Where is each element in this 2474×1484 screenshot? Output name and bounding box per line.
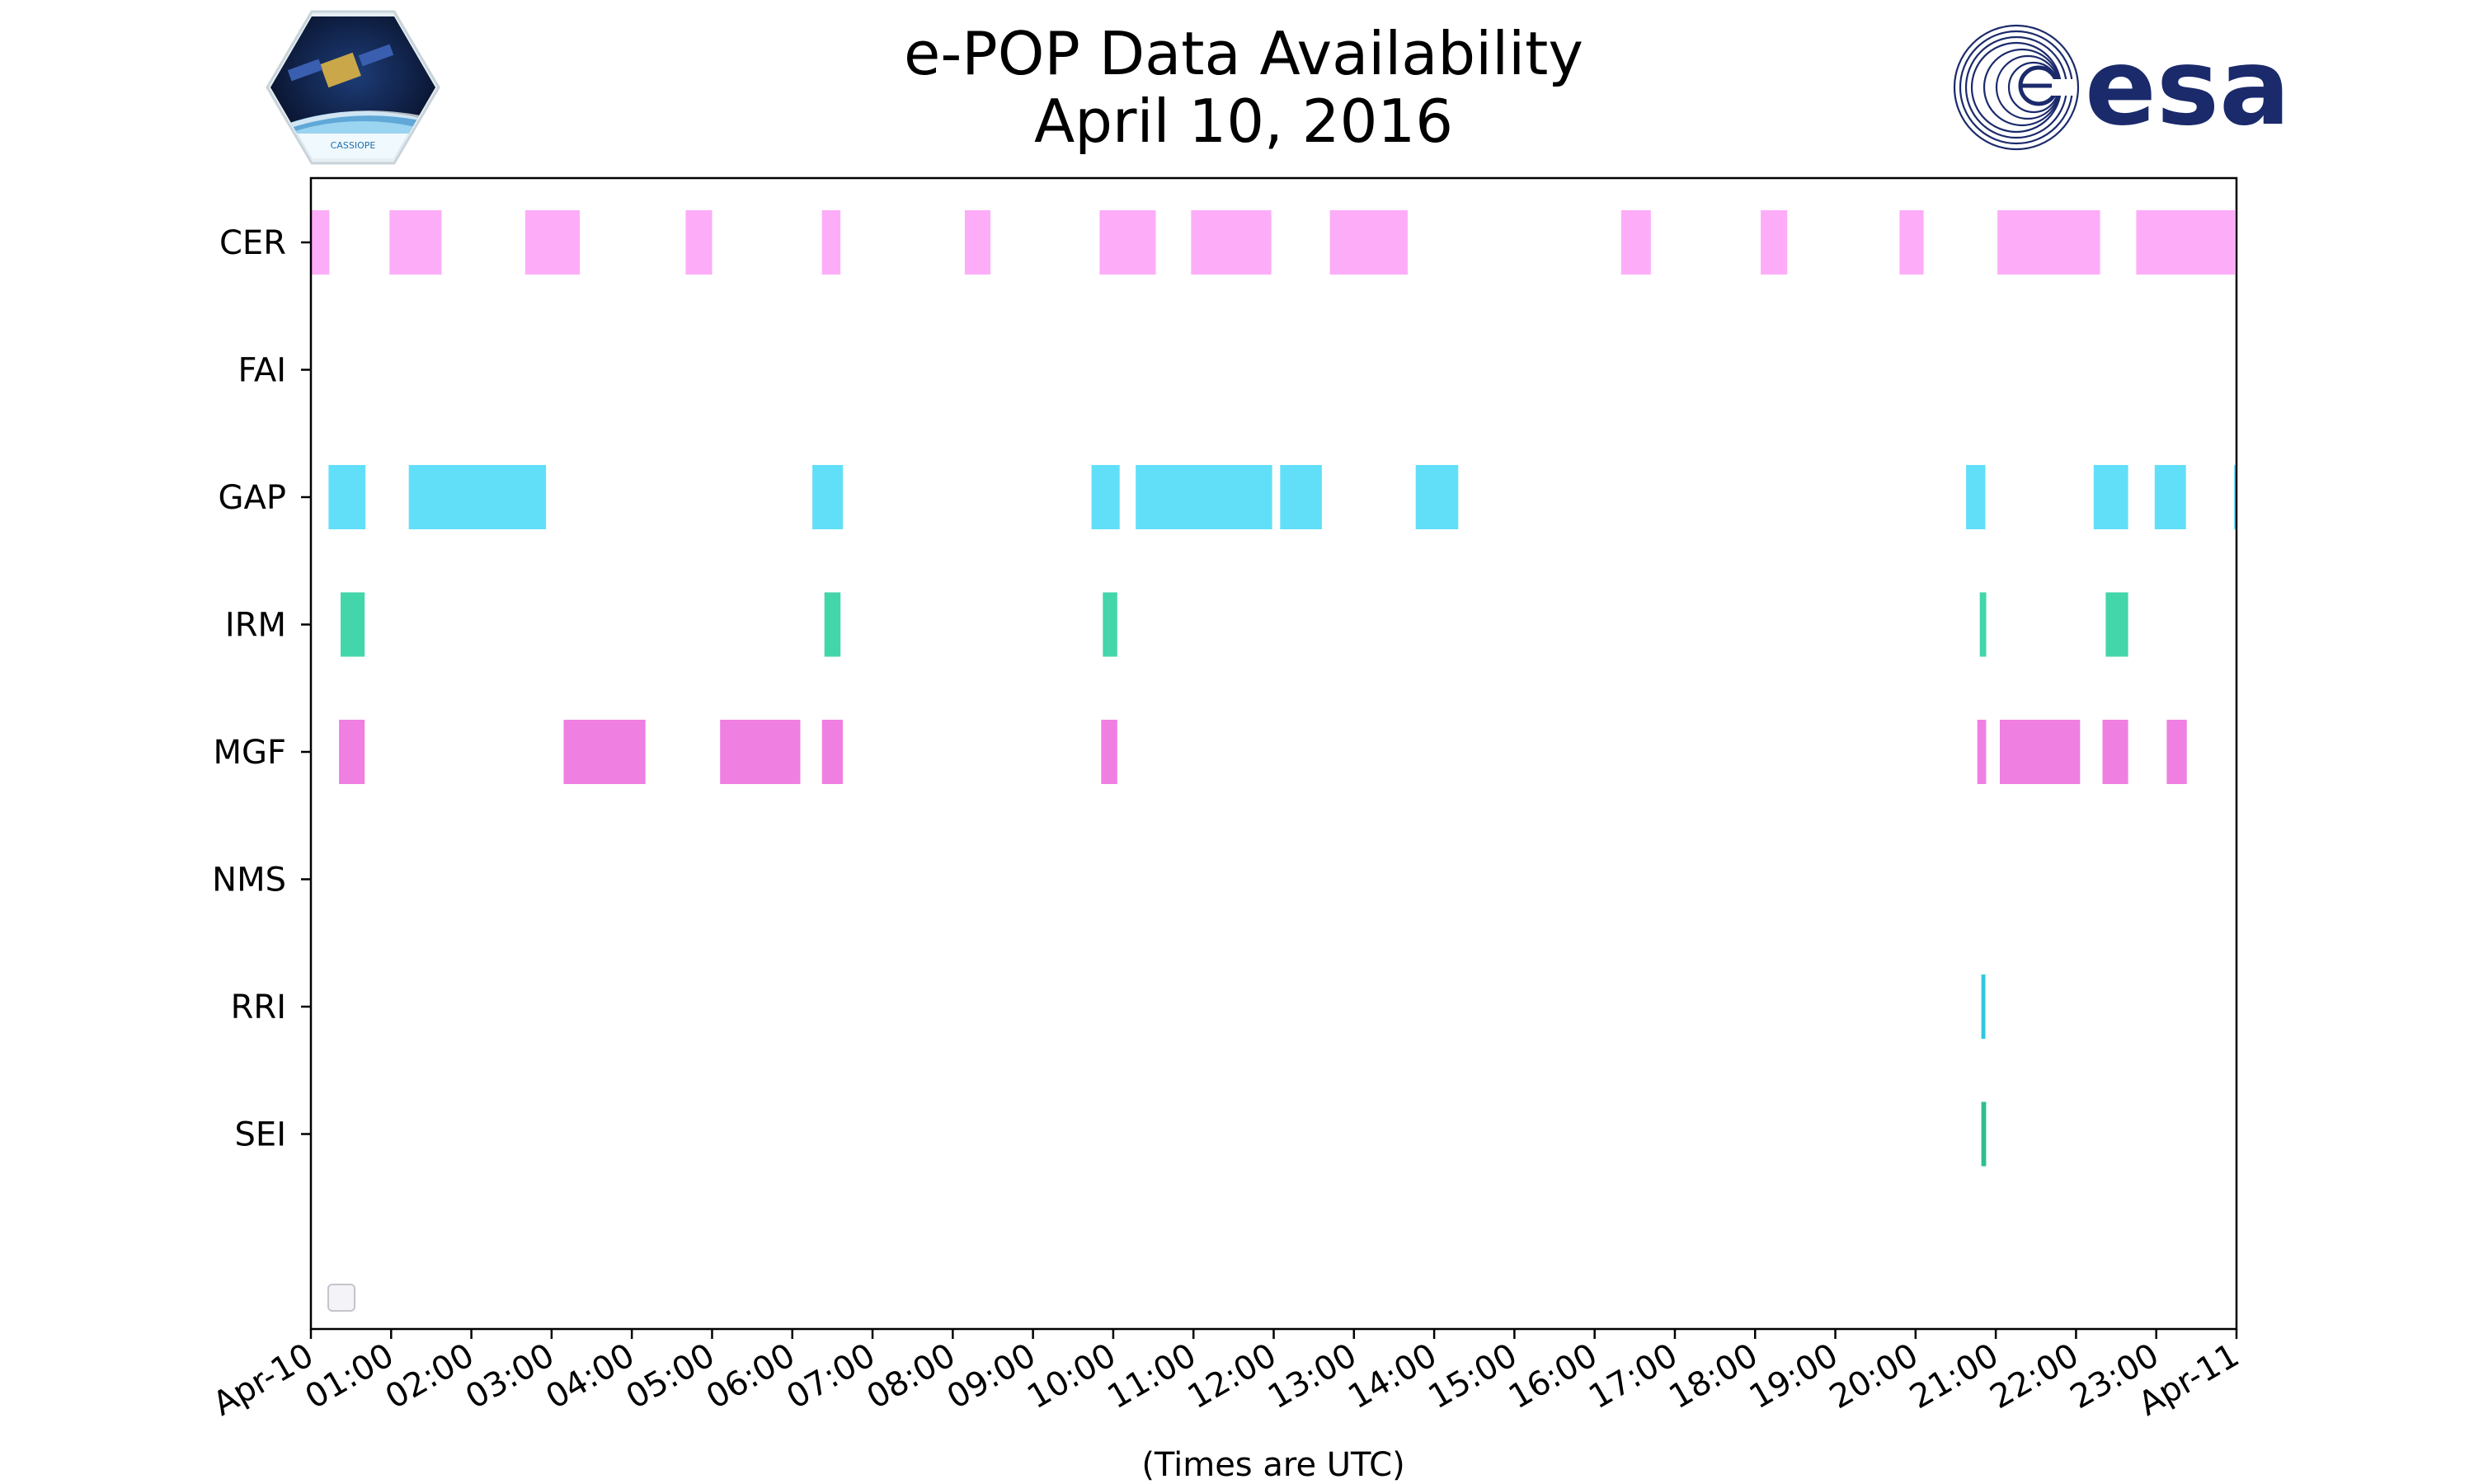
bar-gap-6: [1415, 465, 1459, 529]
bar-gap-1: [408, 465, 547, 529]
bar-cer-8: [1329, 210, 1408, 275]
cassiope-logo-text: CASSIOPE: [331, 140, 376, 151]
x-tick-label-11: 11:00: [1101, 1336, 1202, 1416]
bar-cer-7: [1191, 210, 1272, 275]
bar-sei-0: [1981, 1101, 1987, 1167]
x-tick-label-14: 14:00: [1342, 1336, 1443, 1416]
bar-gap-10: [2234, 465, 2237, 529]
x-tick-label-18: 18:00: [1663, 1336, 1764, 1416]
x-tick-label-6: 06:00: [700, 1336, 802, 1416]
x-tick-label-17: 17:00: [1583, 1336, 1684, 1416]
x-tick-label-22: 22:00: [1984, 1336, 2086, 1416]
bar-gap-4: [1136, 465, 1272, 529]
y-tick-label-gap: GAP: [219, 479, 286, 517]
chart-title-line2: April 10, 2016: [1034, 87, 1453, 156]
x-tick-label-16: 16:00: [1503, 1336, 1604, 1416]
esa-logo: esa: [1953, 24, 2290, 151]
chart-title-line1: e-POP Data Availability: [904, 19, 1583, 88]
bar-cer-5: [964, 210, 990, 275]
bar-gap-2: [812, 465, 844, 529]
bar-gap-9: [2154, 465, 2186, 529]
x-tick-label-10: 10:00: [1021, 1336, 1122, 1416]
bar-cer-3: [685, 210, 713, 275]
bar-irm-0: [341, 592, 365, 657]
bar-cer-10: [1761, 210, 1788, 275]
x-axis: Apr-1001:0002:0003:0004:0005:0006:0007:0…: [207, 1329, 2246, 1424]
x-tick-label-7: 07:00: [780, 1336, 882, 1416]
bar-rri-0: [1981, 974, 1986, 1039]
x-tick-label-15: 15:00: [1423, 1336, 1524, 1416]
x-tick-label-21: 21:00: [1903, 1336, 2005, 1416]
esa-logo-text: esa: [2085, 26, 2290, 149]
bar-cer-6: [1099, 210, 1156, 275]
bar-mgf-0: [339, 720, 365, 784]
bars-layer: [311, 210, 2237, 1167]
bar-mgf-2: [720, 720, 801, 784]
x-tick-label-3: 03:00: [459, 1336, 561, 1416]
bar-mgf-1: [563, 720, 646, 784]
bar-mgf-6: [2000, 720, 2081, 784]
bar-cer-1: [389, 210, 442, 275]
y-tick-label-sei: SEI: [235, 1116, 286, 1154]
bar-irm-2: [1103, 592, 1117, 657]
x-tick-label-8: 08:00: [860, 1336, 962, 1416]
x-tick-label-19: 19:00: [1743, 1336, 1845, 1416]
bar-cer-11: [1899, 210, 1924, 275]
bar-gap-8: [2093, 465, 2128, 529]
bar-mgf-3: [821, 720, 843, 784]
bar-irm-3: [1979, 592, 1987, 657]
y-tick-label-cer: CER: [219, 224, 286, 262]
bar-cer-2: [524, 210, 580, 275]
bar-gap-7: [1966, 465, 1986, 529]
bar-gap-5: [1280, 465, 1322, 529]
y-tick-label-fai: FAI: [238, 352, 287, 390]
x-tick-label-0: Apr-10: [207, 1336, 320, 1424]
bar-mgf-4: [1101, 720, 1117, 784]
x-tick-label-4: 04:00: [539, 1336, 641, 1416]
x-tick-label-20: 20:00: [1823, 1336, 1925, 1416]
bar-irm-4: [2105, 592, 2128, 657]
bar-mgf-5: [1977, 720, 1987, 784]
bar-cer-13: [2136, 210, 2236, 275]
x-tick-label-9: 09:00: [941, 1336, 1042, 1416]
x-tick-label-5: 05:00: [620, 1336, 722, 1416]
bar-cer-0: [311, 210, 330, 275]
bar-cer-9: [1620, 210, 1651, 275]
y-tick-label-rri: RRI: [231, 989, 286, 1026]
x-tick-label-12: 12:00: [1182, 1336, 1283, 1416]
bar-gap-0: [328, 465, 366, 529]
bar-irm-1: [824, 592, 841, 657]
bar-mgf-7: [2102, 720, 2128, 784]
bar-cer-12: [1997, 210, 2100, 275]
bar-mgf-8: [2166, 720, 2187, 784]
bar-cer-4: [821, 210, 841, 275]
x-tick-label-13: 13:00: [1262, 1336, 1363, 1416]
x-tick-label-1: 01:00: [299, 1336, 400, 1416]
legend-box: [327, 1284, 355, 1312]
y-tick-label-irm: IRM: [225, 607, 286, 645]
x-tick-label-2: 02:00: [379, 1336, 481, 1416]
bar-gap-3: [1091, 465, 1120, 529]
y-axis: CER FAI GAP IRM MGF NMS RRI SEI: [212, 224, 311, 1154]
y-tick-label-mgf: MGF: [213, 734, 286, 772]
y-tick-label-nms: NMS: [212, 862, 286, 899]
x-axis-label: (Times are UTC): [1141, 1446, 1404, 1484]
